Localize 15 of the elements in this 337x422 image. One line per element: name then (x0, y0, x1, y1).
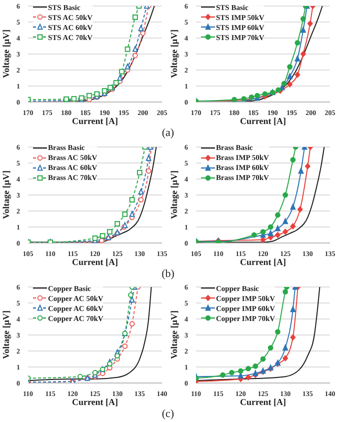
text: (a) (160, 127, 176, 139)
x-axis-title: Current [A] (238, 397, 288, 408)
y-axis-title: Voltage [μV] (169, 28, 179, 80)
y-axis-title: Voltage [μV] (1, 28, 11, 80)
y-axis-title: Voltage [μV] (169, 310, 179, 362)
text: (b) (160, 268, 176, 280)
x-axis-title: Current [A] (70, 116, 120, 126)
y-axis-title: Voltage [μV] (169, 169, 179, 221)
y-axis-title: Voltage [μV] (1, 169, 11, 221)
text: (c) (160, 408, 176, 420)
x-axis-title: Current [A] (70, 256, 120, 267)
x-axis-title: Current [A] (238, 116, 288, 126)
x-axis-title: Current [A] (238, 256, 288, 267)
x-axis-title: Current [A] (70, 397, 120, 408)
y-axis-title: Voltage [μV] (1, 310, 11, 362)
